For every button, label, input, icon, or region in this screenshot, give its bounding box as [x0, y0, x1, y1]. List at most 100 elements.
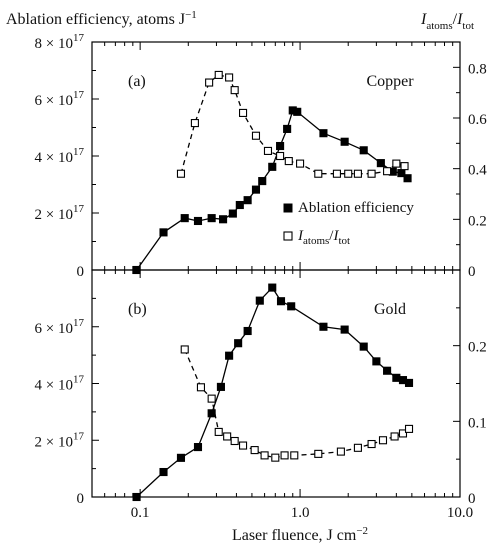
ratio-point [230, 436, 239, 446]
efficiency-point [234, 339, 243, 348]
efficiency-line [136, 109, 409, 271]
ratio-point [271, 453, 280, 462]
material-label: Gold [374, 301, 406, 318]
ratio-point [404, 424, 414, 433]
ratio-point [344, 169, 353, 178]
ratio-point [400, 162, 409, 171]
ratio-point [392, 159, 401, 168]
legend-efficiency-label: Ablation efficiency [298, 200, 414, 216]
x-tick-label: 10.0 [447, 505, 473, 521]
ratio-point [180, 345, 189, 354]
ratio-point [251, 131, 261, 140]
efficiency-point [159, 467, 168, 477]
left-y-tick-label: 0 [77, 264, 85, 280]
ratio-point [383, 167, 392, 176]
panel-b: 0 2 × 1017 4 × 1017 6 × 1017 0 0.1 0.2 (b) Gold [35, 269, 487, 507]
left-y-tick-label: 0 [77, 491, 85, 507]
efficiency-point [255, 296, 264, 305]
efficiency-point [383, 366, 392, 375]
legend-ratio-marker [283, 231, 293, 241]
legend-efficiency-marker [283, 203, 293, 213]
ratio-point [190, 119, 199, 128]
ratio-point [214, 427, 223, 436]
efficiency-point [193, 443, 203, 452]
efficiency-point [243, 196, 252, 205]
ratio-point [284, 157, 293, 166]
ratio-point [290, 451, 299, 460]
efficiency-point [268, 162, 277, 171]
efficiency-point [359, 146, 368, 155]
ratio-point [398, 429, 408, 438]
panel-a: 0 2 × 1017 4 × 1017 6 × 1017 8 × 1017 0 0.2 0.4… [35, 32, 488, 280]
efficiency-point [258, 177, 267, 186]
ratio-point [207, 394, 216, 403]
ratio-point [176, 169, 186, 178]
efficiency-line [136, 286, 410, 498]
efficiency-point [287, 302, 296, 311]
ratio-point [314, 169, 323, 178]
right-y-tick-label: 0.2 [468, 213, 487, 229]
efficiency-point [392, 373, 401, 382]
efficiency-point [376, 159, 385, 168]
efficiency-point [404, 378, 414, 387]
efficiency-point [319, 322, 328, 331]
efficiency-point [228, 209, 237, 218]
left-y-tick-label: 6 × 1017 [35, 89, 85, 109]
ratio-point [260, 451, 269, 460]
left-y-tick-label: 2 × 1017 [35, 203, 85, 223]
efficiency-point [243, 326, 252, 336]
ratio-point [378, 436, 388, 445]
efficiency-point [132, 492, 141, 502]
ratio-point [353, 443, 362, 452]
ratio-point [296, 159, 305, 168]
efficiency-point [340, 325, 349, 334]
ratio-point [276, 151, 285, 161]
left-y-tick-label: 6 × 1017 [35, 317, 85, 337]
efficiency-point [235, 200, 244, 210]
ratio-point [223, 432, 232, 441]
ratio-point [214, 70, 223, 79]
ratio-point [230, 86, 239, 95]
efficiency-point [180, 214, 189, 223]
ratio-point [225, 73, 234, 82]
efficiency-point [207, 214, 216, 223]
material-label: Copper [366, 73, 414, 90]
right-axis-title: Iatoms/Itot [420, 11, 474, 32]
left-y-tick-label: 4 × 1017 [35, 146, 85, 166]
efficiency-point [293, 107, 302, 116]
efficiency-point [403, 174, 412, 183]
right-y-tick-label: 0 [468, 264, 476, 280]
efficiency-point [251, 185, 261, 194]
ratio-point [250, 446, 259, 455]
right-y-tick-label: 0.4 [468, 163, 487, 179]
ratio-point [353, 169, 362, 178]
ratio-point [314, 449, 323, 458]
efficiency-point [176, 453, 186, 462]
efficiency-point [283, 124, 292, 133]
x-tick-labels: 0.1 1.0 10.0 [131, 505, 473, 521]
right-y-tick-label: 0.1 [468, 415, 487, 431]
legend-ratio-label: Iatoms/Itot [297, 228, 350, 247]
ratio-point [390, 432, 399, 441]
x-tick-label: 0.1 [131, 505, 150, 521]
efficiency-point [268, 283, 277, 292]
ratio-point [238, 108, 248, 117]
panel-label: (b) [128, 301, 147, 318]
efficiency-point [359, 342, 368, 351]
ratio-point [280, 451, 289, 460]
efficiency-point [193, 216, 203, 226]
efficiency-point [276, 141, 285, 151]
left-y-tick-label: 4 × 1017 [35, 374, 85, 394]
right-y-tick-label: 0 [468, 491, 476, 507]
ratio-point [263, 146, 273, 155]
x-axis-title: Laser fluence, J cm−2 [232, 525, 368, 544]
ratio-point [196, 383, 205, 392]
left-y-tick-label: 2 × 1017 [35, 430, 85, 450]
ratio-point [332, 169, 341, 178]
ratio-point [336, 447, 345, 456]
ratio-point [238, 441, 248, 450]
efficiency-point [225, 351, 234, 360]
left-axis-title: Ablation efficiency, atoms J−1 [6, 9, 197, 28]
left-y-tick-label: 8 × 1017 [35, 32, 85, 52]
ratio-point [367, 439, 376, 449]
